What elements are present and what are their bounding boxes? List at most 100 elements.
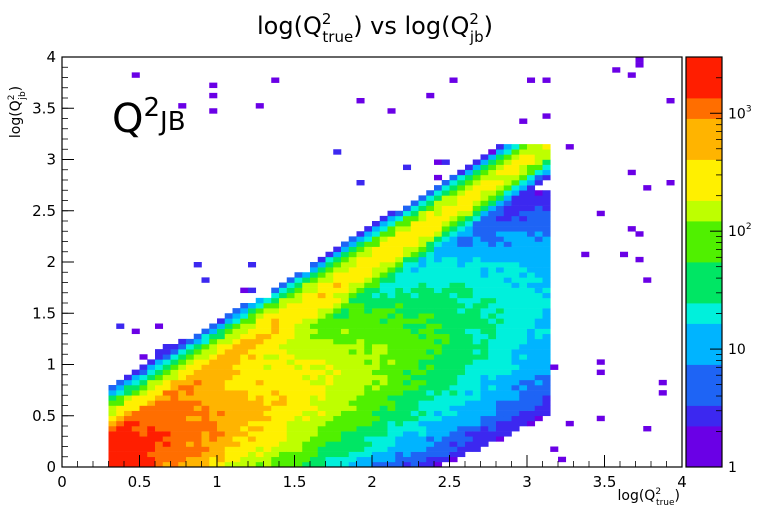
heatmap-cell — [255, 354, 264, 360]
heatmap-cell — [387, 369, 396, 376]
heatmap-cell — [139, 395, 148, 401]
heatmap-cell — [534, 256, 543, 263]
heatmap-cell — [155, 400, 164, 406]
heatmap-cell — [480, 323, 489, 329]
heatmap-cell — [333, 313, 342, 319]
heatmap-cell — [372, 369, 381, 376]
heatmap-cell — [387, 323, 396, 329]
heatmap-cell — [410, 226, 419, 232]
heatmap-cell — [457, 241, 466, 247]
heatmap-cell — [457, 369, 466, 376]
color-scale-segment — [686, 98, 722, 119]
heatmap-cell — [410, 210, 419, 217]
heatmap-cell — [403, 415, 412, 422]
heatmap-cell — [511, 246, 520, 253]
heatmap-cell — [534, 364, 543, 370]
heatmap-cell — [418, 318, 427, 324]
heatmap-cell — [449, 390, 458, 396]
heatmap-cell — [465, 190, 474, 196]
heatmap-cell — [449, 364, 458, 370]
heatmap-cell — [426, 226, 435, 232]
heatmap-cell — [356, 338, 365, 345]
heatmap-cell — [286, 318, 295, 324]
heatmap-cell — [511, 405, 520, 411]
heatmap-cell — [387, 318, 396, 324]
heatmap-cell — [201, 364, 210, 370]
heatmap-cell — [441, 369, 450, 376]
heatmap-cell — [472, 354, 481, 360]
heatmap-cell — [434, 395, 443, 401]
heatmap-cell — [519, 333, 528, 340]
heatmap-cell — [403, 292, 412, 299]
heatmap-cell — [410, 282, 419, 288]
heatmap-cell — [224, 374, 233, 381]
heatmap-cell — [441, 456, 450, 463]
heatmap-cell — [496, 159, 505, 165]
heatmap-cell — [217, 405, 226, 411]
heatmap-cell — [480, 190, 489, 196]
heatmap-cell — [434, 451, 443, 458]
heatmap-cell — [527, 180, 536, 186]
heatmap-cell — [465, 390, 474, 396]
heatmap-cell — [449, 318, 458, 324]
heatmap-cell — [457, 251, 466, 258]
heatmap-cell — [364, 436, 373, 442]
heatmap-cell — [325, 446, 334, 452]
heatmap-cell — [310, 446, 319, 452]
heatmap-cell — [248, 262, 257, 268]
heatmap-cell — [372, 333, 381, 340]
heatmap-cell — [155, 461, 164, 468]
heatmap-cell — [410, 364, 419, 370]
heatmap-cell — [488, 426, 497, 432]
heatmap-cell — [472, 369, 481, 376]
heatmap-cell — [356, 262, 365, 268]
heatmap-cell — [410, 333, 419, 340]
heatmap-cell — [294, 308, 303, 314]
heatmap-cell — [170, 400, 179, 406]
heatmap-cell — [465, 246, 474, 253]
color-scale-segment — [686, 180, 722, 201]
heatmap-cell — [248, 441, 257, 447]
heatmap-cell — [364, 236, 373, 242]
heatmap-cell — [286, 456, 295, 463]
heatmap-cell — [116, 385, 125, 391]
heatmap-cell — [341, 241, 350, 247]
heatmap-cell — [317, 415, 326, 422]
heatmap-cell — [457, 210, 466, 217]
heatmap-cell — [449, 349, 458, 355]
heatmap-cell — [449, 200, 458, 206]
heatmap-cell — [519, 313, 528, 319]
heatmap-cell — [503, 282, 512, 288]
heatmap-cell — [155, 426, 164, 432]
heatmap-cell — [147, 400, 156, 406]
heatmap-cell — [348, 272, 357, 278]
heatmap-cell — [519, 205, 528, 212]
heatmap-cell — [441, 415, 450, 422]
heatmap-cell — [170, 364, 179, 370]
heatmap-cell — [333, 441, 342, 447]
heatmap-cell — [441, 364, 450, 370]
heatmap-cell — [356, 385, 365, 391]
heatmap-cell — [387, 287, 396, 294]
heatmap-cell — [364, 456, 373, 463]
heatmap-cell — [131, 395, 140, 401]
heatmap-cell — [503, 364, 512, 370]
heatmap-cell — [527, 241, 536, 247]
heatmap-cell — [457, 246, 466, 253]
heatmap-cell — [403, 344, 412, 350]
heatmap-cell — [395, 262, 404, 268]
heatmap-cell — [480, 318, 489, 324]
heatmap-cell — [209, 395, 218, 401]
heatmap-cell — [527, 359, 536, 365]
heatmap-cell — [271, 441, 280, 447]
heatmap-cell — [155, 374, 164, 381]
heatmap-cell — [348, 426, 357, 432]
heatmap-cell — [333, 149, 342, 155]
heatmap-cell — [426, 456, 435, 463]
heatmap-cell — [519, 180, 528, 186]
heatmap-cell — [472, 215, 481, 222]
heatmap-cell — [178, 379, 187, 386]
heatmap-cell — [255, 400, 264, 406]
heatmap-cell — [147, 369, 156, 376]
heatmap-cell — [325, 379, 334, 386]
